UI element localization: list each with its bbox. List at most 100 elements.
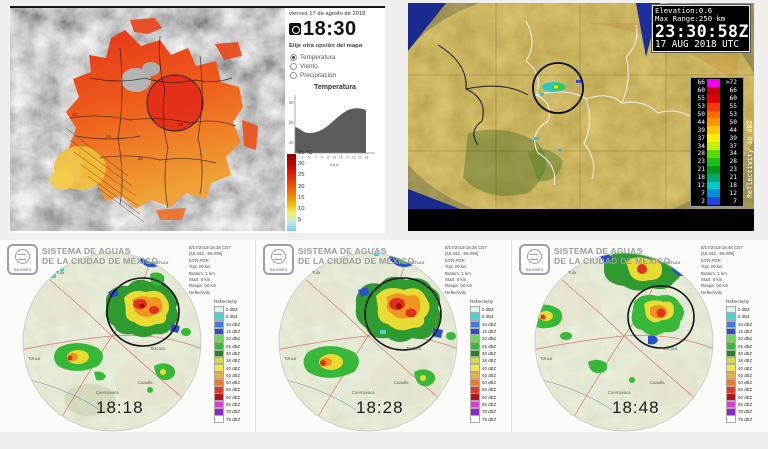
- legend-right-value: >72: [725, 79, 737, 87]
- dbz-label: 55 dBZ: [226, 387, 241, 393]
- legend-color-swatch: [707, 126, 720, 135]
- dbz-label: 45 dBZ: [226, 372, 241, 378]
- radio-option[interactable]: Precipitación: [290, 71, 336, 80]
- dbz-legend-row: 70 dBZ: [726, 408, 752, 416]
- dbz-legend-row: 25 dBZ: [726, 342, 752, 350]
- legend-color-swatch: [707, 157, 720, 166]
- dbz-label: 50 dBZ: [738, 380, 753, 386]
- city-label: Texcoco: [150, 346, 166, 351]
- legend-row: 23 28: [692, 157, 742, 166]
- city-label: Pachuca: [152, 260, 169, 265]
- sacmex-emblem-icon: [271, 249, 286, 264]
- legend-right-value: 66: [729, 87, 737, 95]
- sacmex-logo: SACMEX: [263, 244, 294, 275]
- scan-info-line: Reflectivity: [445, 289, 467, 295]
- svg-text:13: 13: [333, 156, 337, 160]
- dbz-label: 5 dBZ: [226, 314, 238, 320]
- radio-option[interactable]: Temperatura: [290, 53, 336, 62]
- legend-left-value: 18: [697, 174, 705, 182]
- current-time: 18:30: [303, 18, 357, 40]
- radio-icon[interactable]: [290, 54, 297, 61]
- scale-tick-label: 30: [298, 161, 305, 168]
- legend-color-swatch: [707, 79, 720, 87]
- dbz-legend-rows: 0 dBZ 5 dBZ 10 dBZ 15 dBZ 20 dBZ 25 dBZ 30 dBZ…: [214, 305, 241, 423]
- scan-info-line: Start: 0 km: [445, 277, 467, 283]
- dbz-swatch: [470, 305, 480, 314]
- dbz-swatch: [470, 415, 480, 423]
- dbz-label: 50 dBZ: [226, 380, 241, 386]
- dbz-legend-row: 20 dBZ: [726, 335, 752, 343]
- dbz-swatch: [214, 349, 224, 358]
- dbz-legend: Reflectivity 0 dBZ 5 dBZ 10 dBZ 15 dBZ 20 dB…: [470, 300, 496, 423]
- dbz-legend-row: 60 dBZ: [726, 393, 752, 401]
- dbz-legend-row: 15 dBZ: [470, 327, 496, 336]
- dbz-label: 40 dBZ: [482, 365, 497, 371]
- legend-left-value: 23: [697, 158, 705, 166]
- sacmex-radar-panel-1828: SACMEX SISTEMA DE AGUAS DE LA CIUDAD DE M…: [256, 240, 512, 432]
- legend-left-value: 60: [697, 87, 705, 95]
- city-label: Cuernavaca: [96, 390, 119, 395]
- legend-left-value: 66: [697, 79, 705, 87]
- dbz-label: 10 dBZ: [738, 321, 753, 327]
- radio-option[interactable]: Viento: [290, 62, 336, 71]
- svg-text:21: 21: [358, 156, 362, 160]
- dbz-legend-rows: 0 dBZ 5 dBZ 10 dBZ 15 dBZ 20 dBZ 25 dBZ 30 dBZ…: [470, 305, 497, 423]
- dbz-legend-row: 5 dBZ: [214, 313, 240, 321]
- legend-left-value: 21: [697, 166, 705, 174]
- legend-color-swatch: [707, 110, 720, 119]
- dbz-legend-row: 75 dBZ: [470, 415, 496, 423]
- legend-color-swatch: [707, 173, 720, 182]
- dbz-swatch: [726, 400, 736, 409]
- dbz-label: 65 dBZ: [226, 402, 241, 407]
- org-title-line1: SISTEMA DE AGUAS: [42, 246, 131, 256]
- scan-info: 8/17/2018 18:18 CDT [19.343, -99.099] EVR-…: [189, 245, 253, 296]
- city-label: Tula: [56, 270, 64, 275]
- dbz-legend-title: Reflectivity: [726, 300, 750, 305]
- dbz-swatch: [470, 408, 480, 416]
- dbz-legend-row: 65 dBZ: [726, 400, 752, 409]
- radio-icon[interactable]: [290, 72, 297, 79]
- svg-text:20: 20: [289, 120, 294, 125]
- dbz-label: 10 dBZ: [226, 321, 241, 327]
- dbz-swatch: [470, 313, 480, 321]
- svg-text:30: 30: [289, 100, 294, 105]
- legend-right-value: 39: [729, 134, 737, 142]
- sacmex-logo-text: SACMEX: [269, 268, 288, 272]
- svg-text:1: 1: [295, 156, 297, 160]
- legend-row: 34 37: [692, 142, 742, 151]
- dbz-label: 0 dBZ: [738, 307, 750, 313]
- svg-text:25: 25: [138, 156, 144, 161]
- dbz-swatch: [214, 356, 224, 365]
- legend-left-value: 2: [701, 197, 705, 205]
- dbz-label: 75 dBZ: [226, 416, 241, 422]
- dbz-label: 25 dBZ: [226, 343, 241, 349]
- dbz-swatch: [214, 342, 224, 350]
- city-label: Texcoco: [662, 346, 678, 351]
- frame-time: 18:28: [356, 398, 404, 417]
- city-label: Pachuca: [664, 260, 681, 265]
- svg-text:24: 24: [106, 134, 112, 139]
- dbz-legend: Reflectivity 0 dBZ 5 dBZ 10 dBZ 15 dBZ 20 dB…: [726, 300, 752, 423]
- sacmex-emblem-icon: [15, 249, 30, 264]
- radar-date: 17 AUG 2018 UTC: [655, 39, 739, 51]
- scan-info-line: EVR-PDR: [189, 257, 209, 263]
- scan-info-line: Top: 20 km: [189, 264, 211, 270]
- dbz-label: 35 dBZ: [226, 358, 241, 364]
- dbz-label: 20 dBZ: [226, 336, 241, 342]
- legend-left-value: 7: [701, 189, 705, 197]
- scan-info-line: Bottom: 1 km: [701, 270, 727, 276]
- scan-info-line: EVR-PDR: [445, 257, 465, 263]
- dbz-legend-row: 50 dBZ: [470, 378, 496, 387]
- dbz-swatch: [470, 349, 480, 358]
- svg-text:3: 3: [302, 156, 304, 160]
- radio-icon[interactable]: [290, 63, 297, 70]
- city-label: Toluca: [284, 356, 297, 361]
- legend-row: 7 12: [692, 189, 742, 198]
- legend-left-value: 44: [697, 118, 705, 126]
- dbz-legend-row: 55 dBZ: [214, 386, 241, 394]
- dbz-swatch: [214, 386, 224, 394]
- legend-right-value: 37: [729, 142, 737, 150]
- scan-info-line: 8/17/2018 18:28 CDT: [445, 245, 487, 250]
- dbz-label: 40 dBZ: [738, 365, 753, 371]
- legend-row: 37 39: [692, 134, 742, 143]
